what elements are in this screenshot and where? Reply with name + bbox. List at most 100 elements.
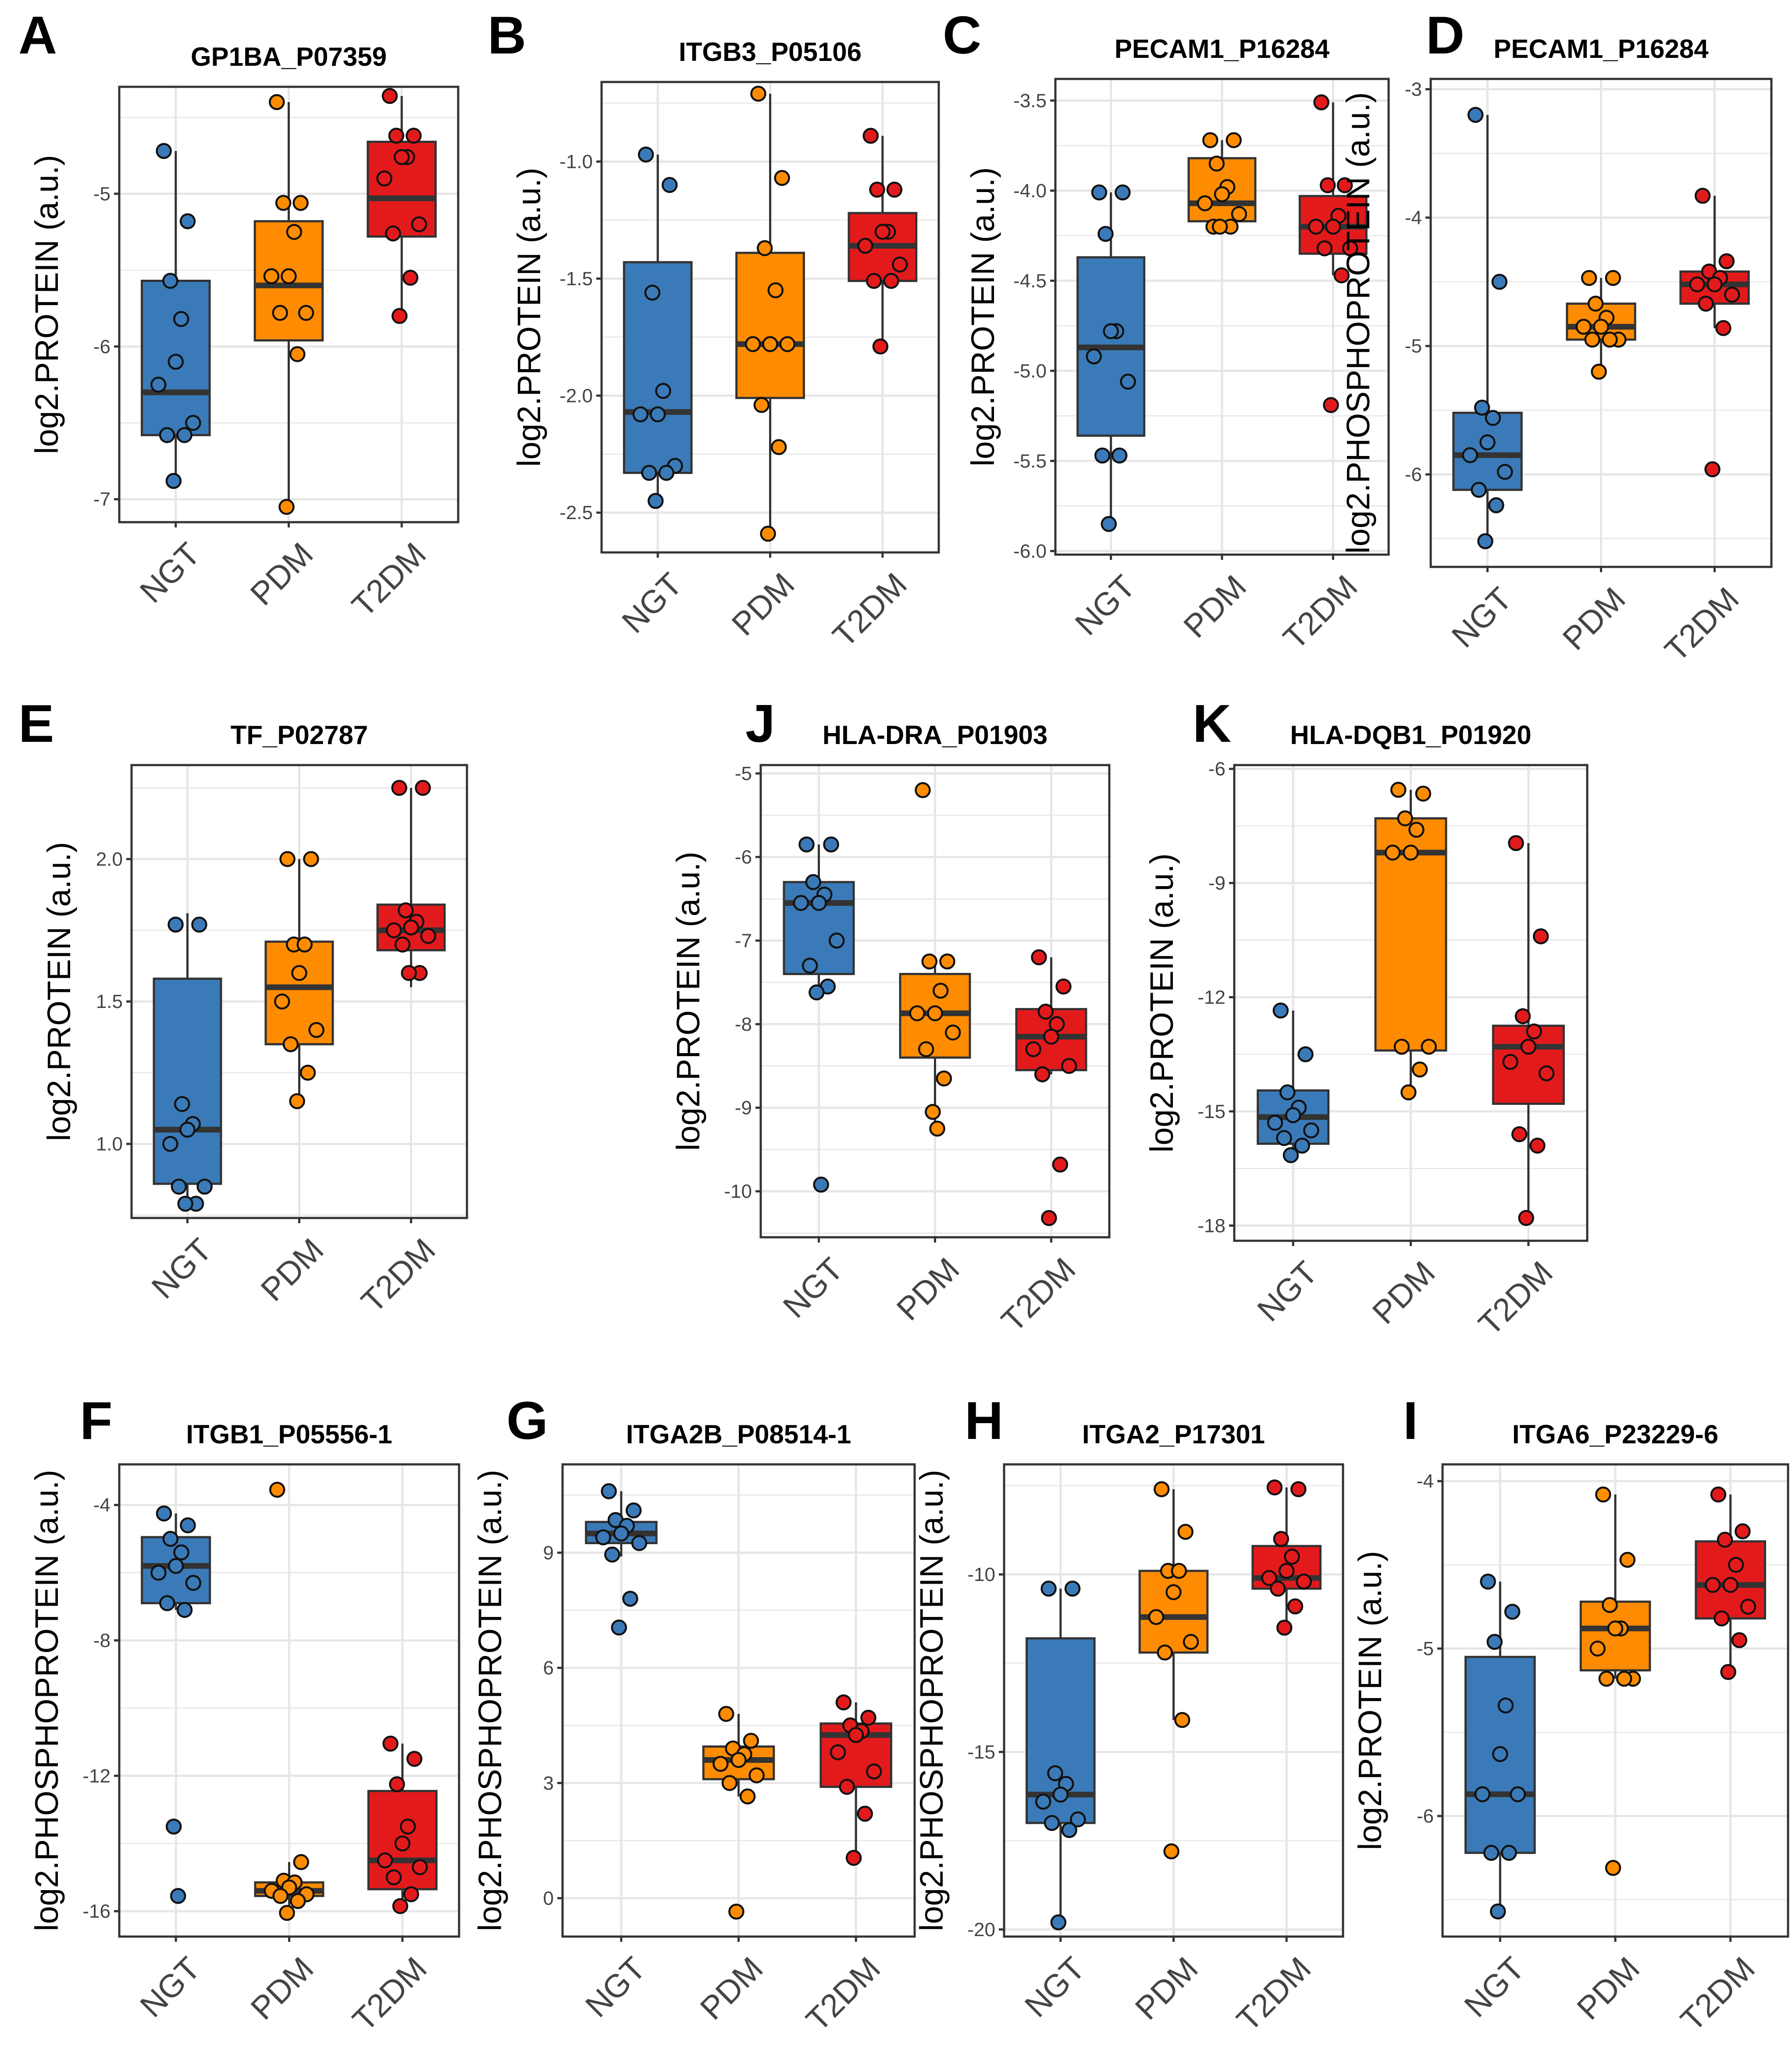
data-point: [655, 383, 671, 399]
data-point: [162, 273, 178, 289]
x-tick-label: PDM: [1128, 1950, 1205, 2027]
data-point: [1211, 218, 1228, 235]
x-tick-label: NGT: [1457, 1950, 1531, 2024]
data-point: [1040, 1581, 1057, 1597]
data-point: [909, 1005, 926, 1022]
data-point: [1598, 1670, 1615, 1687]
y-tick-label: 0: [543, 1887, 554, 1909]
data-point: [1278, 1563, 1295, 1579]
chart-title: HLA-DQB1_P01920: [1290, 720, 1531, 750]
box-PDM: [1138, 1481, 1209, 1859]
y-tick-label: -6.0: [1013, 541, 1047, 562]
data-point: [162, 1531, 179, 1547]
data-point: [1101, 516, 1117, 532]
data-point: [298, 305, 314, 321]
data-point: [1526, 1023, 1542, 1040]
y-tick-label: -5: [93, 183, 110, 205]
data-point: [281, 268, 297, 285]
chart-title: PECAM1_P16284: [1115, 34, 1330, 64]
data-point: [398, 902, 414, 919]
data-point: [191, 916, 207, 933]
data-point: [1605, 270, 1621, 286]
data-point: [866, 273, 882, 289]
data-point: [1061, 1058, 1077, 1074]
data-point: [1120, 374, 1136, 390]
data-point: [1415, 785, 1432, 802]
box-T2DM: [1015, 949, 1087, 1226]
data-point: [739, 1788, 756, 1805]
data-point: [1491, 274, 1508, 290]
data-point: [1510, 1786, 1526, 1802]
y-tick-label: -1.0: [559, 151, 593, 173]
panel-letter: B: [488, 5, 526, 65]
box-NGT: [141, 1505, 211, 1904]
y-axis-label: log2.PROTEIN (a.u.): [965, 167, 1001, 466]
data-point: [1316, 240, 1333, 256]
data-point: [1064, 1581, 1081, 1597]
data-point: [1698, 296, 1714, 312]
data-point: [1490, 1903, 1506, 1919]
data-point: [762, 336, 778, 353]
data-point: [1400, 1084, 1417, 1100]
y-tick-label: -5.5: [1013, 450, 1047, 472]
y-tick-label: -8: [93, 1630, 110, 1651]
data-point: [403, 919, 419, 936]
box-T2DM: [1679, 188, 1750, 477]
data-point: [1319, 177, 1336, 193]
data-point: [381, 88, 398, 104]
data-point: [1034, 1066, 1051, 1082]
data-point: [1273, 1531, 1290, 1547]
y-tick-label: -2.5: [559, 502, 593, 523]
x-tick-label: NGT: [578, 1950, 652, 2024]
data-point: [1261, 1570, 1277, 1586]
y-tick-label: -7: [93, 489, 110, 510]
data-point: [1165, 1584, 1182, 1600]
y-axis-label: log2.PHOSPHOPROTEIN (a.u.): [1340, 92, 1376, 554]
chart-panel-D: -6 -5 -4 -3 NGT PDM T2DM PECAM1_P16284 log2.PHOS…: [1340, 5, 1773, 669]
x-tick-label: T2DM: [1471, 1254, 1560, 1342]
chart-title: ITGA2_P17301: [1082, 1420, 1265, 1449]
data-point: [1070, 1811, 1086, 1828]
data-point: [1044, 1815, 1060, 1831]
data-point: [1497, 464, 1513, 480]
x-tick-label: NGT: [1068, 568, 1142, 642]
y-tick-label: -12: [82, 1765, 110, 1787]
y-axis-label: log2.PROTEIN (a.u.): [511, 167, 547, 467]
chart-title: TF_P02787: [231, 720, 368, 750]
data-point: [289, 346, 306, 362]
box-T2DM: [1695, 1486, 1766, 1680]
data-point: [269, 94, 285, 110]
data-point: [174, 1096, 190, 1112]
y-tick-label: -18: [1197, 1215, 1226, 1236]
chart-panel-I: -6 -5 -4 NGT PDM T2DM ITGA6_P23229-6 log2.PROTE…: [1352, 1391, 1789, 2038]
data-point: [303, 851, 319, 867]
data-point: [1226, 132, 1242, 148]
data-point: [173, 311, 189, 327]
y-tick-label: -4.0: [1013, 180, 1047, 202]
data-point: [944, 1024, 961, 1041]
chart-panel-B: -2.5 -2.0 -1.5 -1.0 NGT PDM T2DM ITGB3_P05106lo…: [488, 5, 940, 654]
data-point: [386, 922, 402, 939]
y-tick-label: -7: [735, 930, 752, 951]
data-point: [661, 177, 678, 193]
data-point: [1276, 1620, 1293, 1636]
data-point: [730, 1752, 747, 1768]
y-tick-label: -4: [1417, 1471, 1434, 1492]
data-point: [793, 895, 809, 911]
data-point: [415, 780, 431, 796]
box-NGT: [1452, 107, 1523, 549]
data-point: [156, 143, 172, 159]
chart-panel-E: 1.0 1.5 2.0 NGT PDM T2DM TF_P02787 log2.PROTEIN…: [18, 694, 468, 1320]
data-point: [180, 1517, 196, 1534]
data-point: [1285, 1107, 1301, 1123]
data-point: [1041, 1210, 1057, 1226]
y-tick-label: -12: [1197, 986, 1226, 1008]
data-point: [162, 1136, 178, 1152]
data-point: [1504, 1603, 1521, 1620]
data-point: [1266, 1479, 1283, 1496]
box-NGT: [585, 1483, 658, 1636]
y-tick-label: -6: [1417, 1805, 1434, 1827]
data-point: [1313, 94, 1329, 110]
data-point: [638, 146, 654, 163]
y-tick-label: -5: [1417, 1638, 1434, 1659]
